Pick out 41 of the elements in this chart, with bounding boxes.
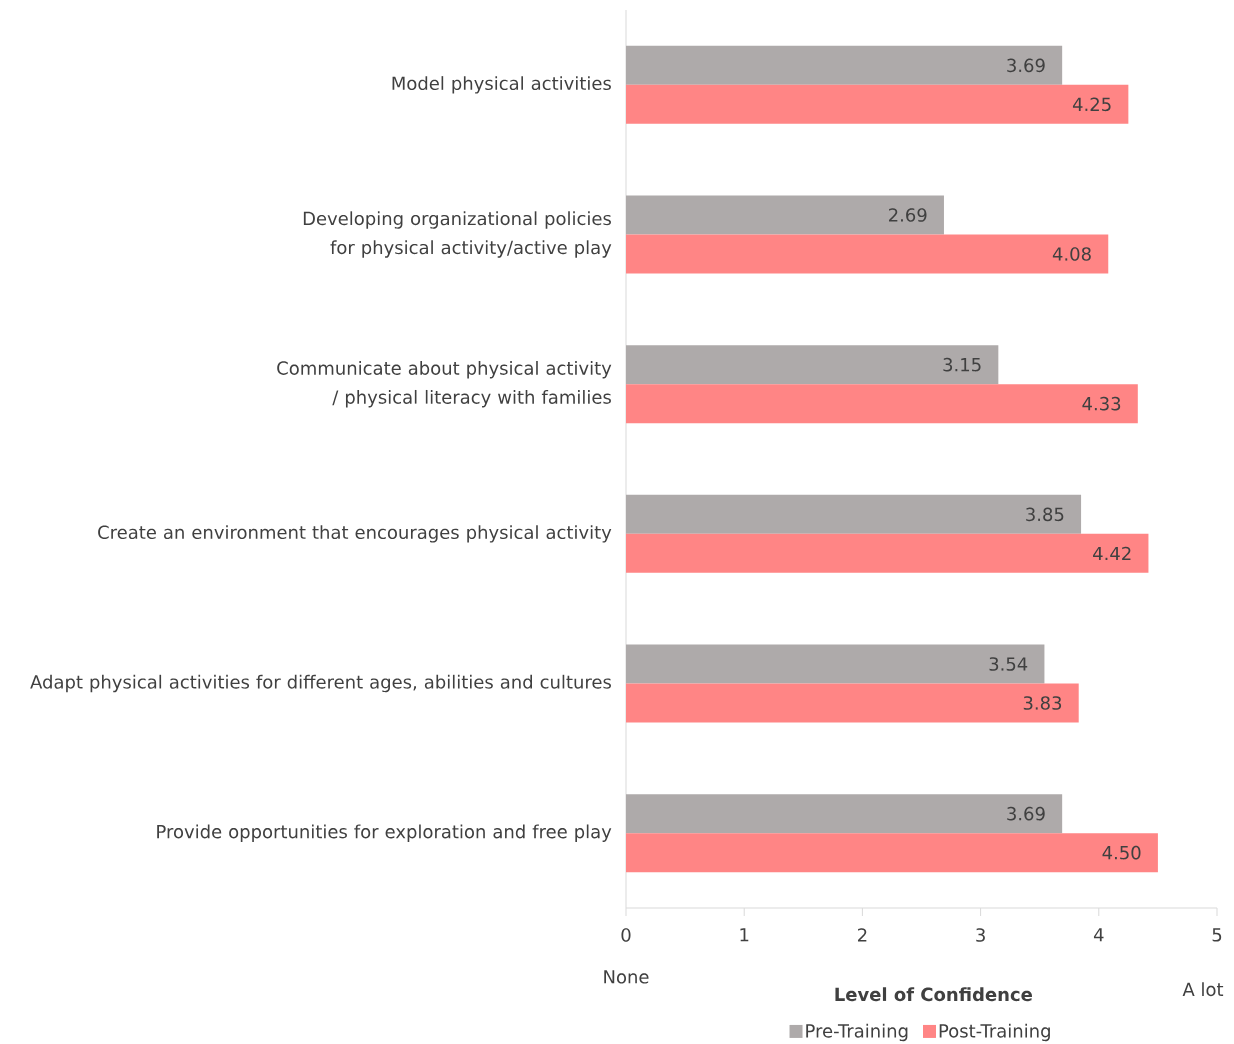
bar xyxy=(626,494,1082,534)
y-tick-label: Adapt physical activities for different ages, abilities and cultures xyxy=(30,674,611,693)
bar xyxy=(626,345,999,385)
x-tick-label: 4 xyxy=(1093,928,1104,942)
data-label: 3.85 xyxy=(1026,507,1064,522)
y-tick-label: Communicate about physical activity / physical literacy with families xyxy=(277,360,612,408)
bar xyxy=(626,794,1063,834)
data-label: 4.42 xyxy=(1093,546,1131,561)
data-label: 4.33 xyxy=(1082,396,1121,411)
data-label: 4.50 xyxy=(1102,845,1141,860)
x-tick-label: 3 xyxy=(976,928,985,942)
data-label: 3.69 xyxy=(1007,58,1045,73)
data-label: 3.15 xyxy=(943,357,981,372)
y-tick-label: Provide opportunities for exploration and free play xyxy=(157,824,612,842)
bar xyxy=(626,644,1045,684)
legend-label: Post-Training xyxy=(939,1023,1050,1042)
x-tick-label: 0 xyxy=(621,928,631,942)
y-tick-label: Developing organizational policies for physical activity/active play xyxy=(303,211,612,258)
bar xyxy=(626,833,1158,873)
legend-label: Pre-Training xyxy=(806,1023,908,1042)
y-tick-label: Create an environment that encourages physical activity xyxy=(98,525,612,543)
y-tick-label: Model physical activities xyxy=(392,76,611,94)
x-tick-label: 1 xyxy=(740,928,749,942)
data-label: 4.08 xyxy=(1052,247,1091,261)
bar xyxy=(626,533,1149,573)
bar xyxy=(626,384,1138,424)
x-tick-label: 2 xyxy=(857,928,867,942)
x-axis-title: Level of Confidence xyxy=(835,987,1032,1002)
data-label: 2.69 xyxy=(889,208,927,222)
data-label: 3.69 xyxy=(1007,806,1045,821)
bar xyxy=(626,84,1129,124)
bar xyxy=(626,45,1063,85)
bar xyxy=(626,195,944,235)
text: A lot xyxy=(1182,982,1224,997)
bar xyxy=(626,234,1109,274)
x-tick-label: 5 xyxy=(1212,928,1222,942)
text: None xyxy=(604,970,649,984)
bar xyxy=(626,683,1079,723)
data-label: 3.54 xyxy=(989,657,1028,671)
data-label: 4.25 xyxy=(1072,97,1111,112)
data-label: 3.83 xyxy=(1023,696,1062,710)
